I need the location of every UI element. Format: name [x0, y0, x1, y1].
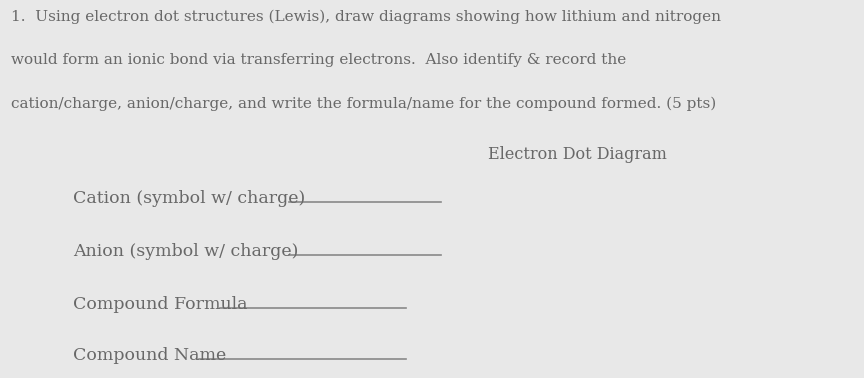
Text: cation/charge, anion/charge, and write the formula/name for the compound formed.: cation/charge, anion/charge, and write t… — [11, 96, 716, 111]
Text: Electron Dot Diagram: Electron Dot Diagram — [488, 146, 667, 163]
Text: Anion (symbol w/ charge): Anion (symbol w/ charge) — [73, 243, 299, 260]
Text: Cation (symbol w/ charge): Cation (symbol w/ charge) — [73, 190, 306, 207]
Text: would form an ionic bond via transferring electrons.  Also identify & record the: would form an ionic bond via transferrin… — [11, 53, 626, 67]
Text: Compound Name: Compound Name — [73, 347, 226, 364]
Text: Compound Formula: Compound Formula — [73, 296, 248, 313]
Text: 1.  Using electron dot structures (Lewis), draw diagrams showing how lithium and: 1. Using electron dot structures (Lewis)… — [11, 9, 721, 24]
